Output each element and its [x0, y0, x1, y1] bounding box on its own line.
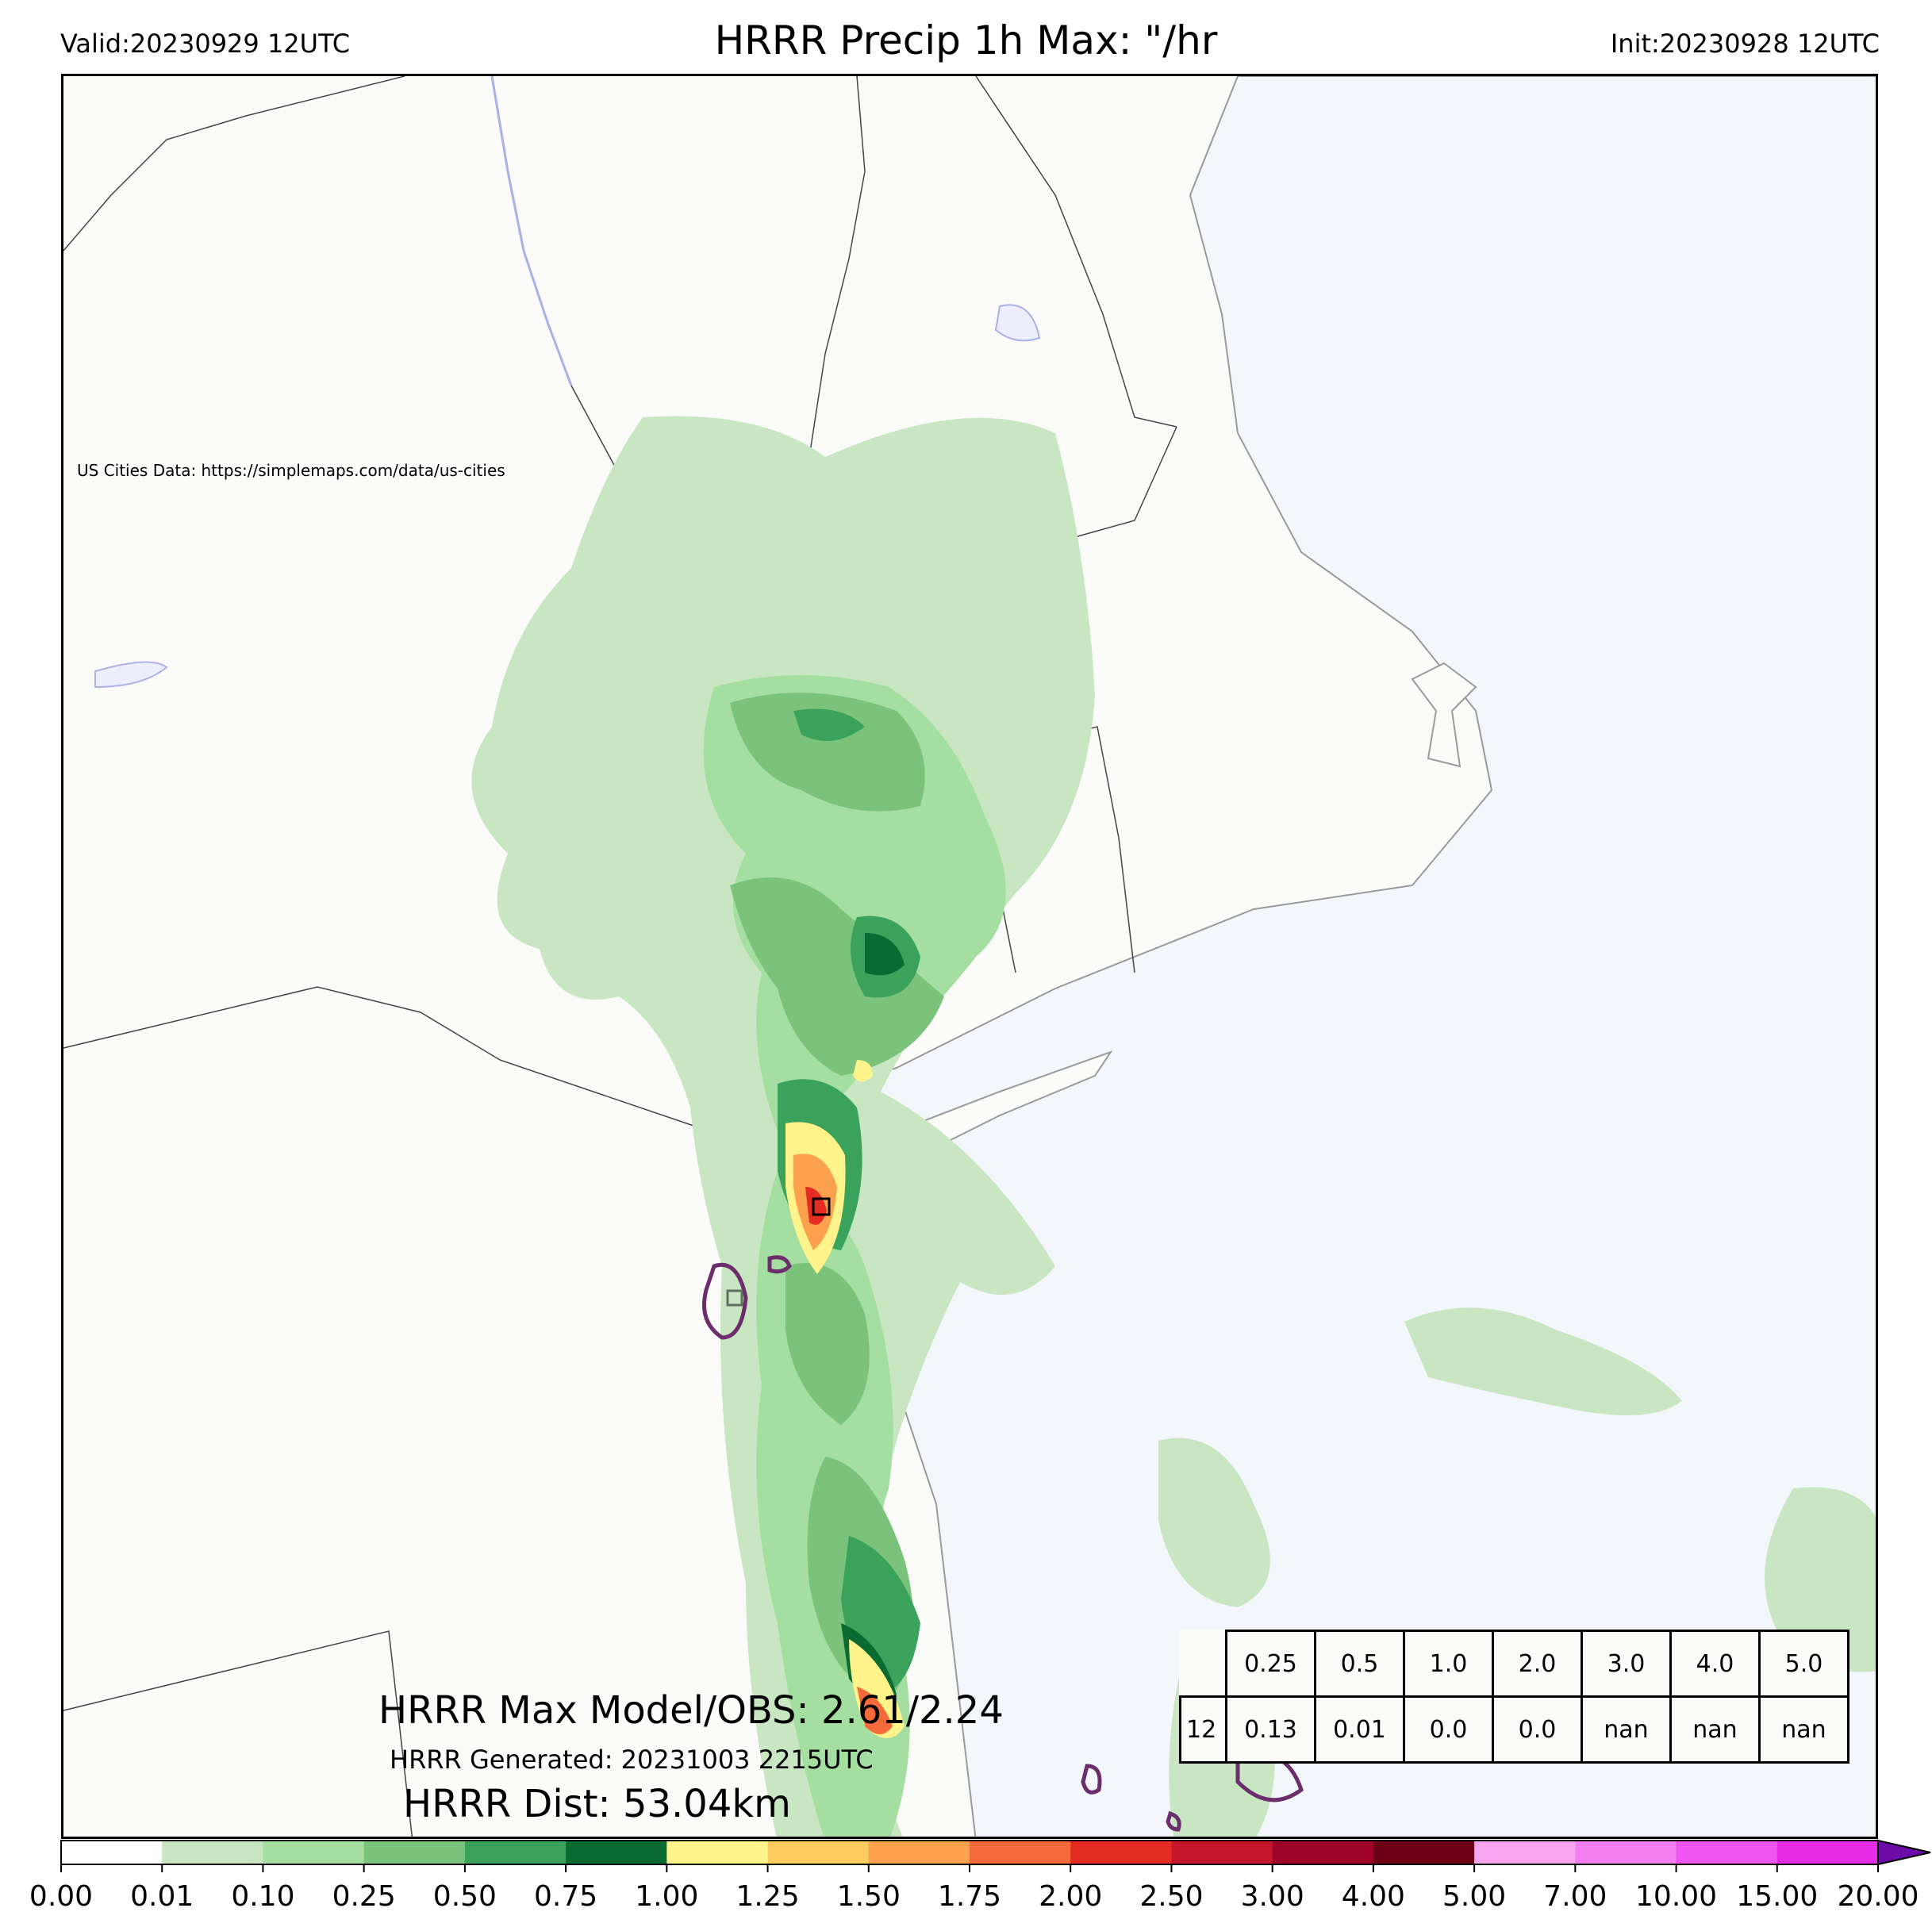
river — [490, 76, 573, 386]
colorbar-tick-label: 15.00 — [1736, 1880, 1819, 1913]
precip-150 — [857, 1687, 893, 1734]
colorbar-tick-label: 0.25 — [332, 1880, 396, 1913]
valid-time-label: Valid:20230929 12UTC — [60, 29, 351, 59]
colorbar-segment — [1676, 1841, 1778, 1864]
colorbar-segment — [1070, 1841, 1172, 1864]
obs-contour — [1081, 1764, 1102, 1795]
colorbar-segment — [666, 1841, 769, 1864]
precip-100 — [853, 1060, 873, 1082]
colorbar-segment — [1776, 1841, 1879, 1864]
table-header-cell: 5.0 — [1758, 1630, 1849, 1698]
obs-contour — [1166, 1810, 1181, 1832]
colorbar-segment — [263, 1841, 365, 1864]
colorbar-segment — [1272, 1841, 1374, 1864]
precip-025 — [730, 877, 944, 1076]
table-cell: nan — [1669, 1695, 1761, 1764]
table-header-cell: 0.5 — [1314, 1630, 1405, 1698]
lake — [994, 304, 1041, 342]
generated-label: HRRR Generated: 20231003 2215UTC — [390, 1745, 874, 1775]
data-credit: US Cities Data: https://simplemaps.com/d… — [77, 461, 505, 480]
table-row-label: 12 — [1179, 1695, 1227, 1764]
obs-contour — [702, 1263, 748, 1340]
colorbar-tick-label: 0.10 — [231, 1880, 295, 1913]
table-corner — [1181, 1631, 1227, 1697]
colorbar-tick-label: 0.00 — [29, 1880, 94, 1913]
precip-001 — [1765, 1487, 1876, 1672]
table-cell: 0.0 — [1403, 1695, 1494, 1764]
max-obs-marker — [726, 1289, 743, 1307]
lake — [94, 661, 168, 689]
table-cell: nan — [1758, 1695, 1849, 1764]
plot-title: HRRR Precip 1h Max: "/hr — [714, 17, 1218, 63]
colorbar-tick-label: 0.01 — [130, 1880, 194, 1913]
table-header-cell: 2.0 — [1492, 1630, 1583, 1698]
state-border — [63, 76, 405, 251]
precip-025 — [785, 1263, 870, 1425]
colorbar-tick-label: 20.00 — [1837, 1880, 1919, 1913]
colorbar-tick-label: 2.50 — [1139, 1880, 1204, 1913]
colorbar-tick-label: 4.00 — [1341, 1880, 1405, 1913]
colorbar-tick-label: 1.00 — [635, 1880, 699, 1913]
colorbar-segment — [162, 1841, 263, 1864]
table-cell: nan — [1581, 1695, 1672, 1764]
table-header-cell: 0.25 — [1225, 1630, 1316, 1698]
table-row: 12 0.13 0.01 0.0 0.0 nan nan nan — [1179, 1695, 1849, 1764]
state-border — [975, 76, 1177, 428]
colorbar-segment — [868, 1841, 970, 1864]
max-model-marker — [812, 1197, 831, 1216]
precip-050 — [793, 708, 865, 741]
table-cell: 0.13 — [1225, 1695, 1316, 1764]
init-time-label: Init:20230928 12UTC — [1610, 29, 1880, 59]
colorbar-tick-label: 0.50 — [432, 1880, 497, 1913]
colorbar-tick-label: 10.00 — [1635, 1880, 1718, 1913]
precip-025 — [730, 693, 925, 812]
basemap — [63, 76, 1876, 1837]
precip-001 — [1158, 1438, 1270, 1607]
max-model-obs-label: HRRR Max Model/OBS: 2.61/2.24 — [378, 1688, 1004, 1733]
colorbar-segment — [767, 1841, 870, 1864]
table-header-row: 0.25 0.5 1.0 2.0 3.0 4.0 5.0 — [1181, 1630, 1849, 1698]
colorbar-segment — [1575, 1841, 1677, 1864]
state-border — [63, 1630, 413, 1837]
colorbar-extend-arrow — [1877, 1839, 1931, 1866]
colorbar-segment — [1171, 1841, 1273, 1864]
colorbar-segment — [1474, 1841, 1576, 1864]
distance-label: HRRR Dist: 53.04km — [403, 1782, 791, 1826]
precip-001 — [1404, 1307, 1682, 1415]
colorbar-tick-label: 0.75 — [534, 1880, 598, 1913]
precip-010 — [703, 675, 1006, 1131]
precip-075 — [865, 933, 905, 976]
colorbar-tick-label: 2.00 — [1039, 1880, 1103, 1913]
colorbar-segment — [464, 1841, 567, 1864]
obs-contour — [767, 1255, 792, 1274]
colorbar-segment — [1373, 1841, 1475, 1864]
threshold-table: 0.25 0.5 1.0 2.0 3.0 4.0 5.0 12 0.13 0.0… — [1179, 1630, 1849, 1764]
colorbar-segment — [61, 1841, 163, 1864]
cape-cod — [1411, 662, 1477, 768]
map-panel[interactable]: US Cities Data: https://simplemaps.com/d… — [61, 74, 1878, 1839]
colorbar — [60, 1839, 1931, 1872]
colorbar-tick-label: 7.00 — [1543, 1880, 1607, 1913]
state-border — [63, 986, 699, 1128]
table-header-cell: 1.0 — [1403, 1630, 1494, 1698]
precip-field — [471, 416, 1876, 1837]
colorbar-segment — [970, 1841, 1071, 1864]
colorbar-tick-label: 1.75 — [937, 1880, 1002, 1913]
table-cell: 0.01 — [1314, 1695, 1405, 1764]
table-cell: 0.0 — [1492, 1695, 1583, 1764]
colorbar-segment — [566, 1841, 667, 1864]
table-header-cell: 3.0 — [1581, 1630, 1672, 1698]
colorbar-tick-label: 3.00 — [1240, 1880, 1304, 1913]
colorbar-segment — [363, 1841, 466, 1864]
colorbar-tick-label: 5.00 — [1442, 1880, 1507, 1913]
colorbar-tick-label: 1.25 — [736, 1880, 800, 1913]
colorbar-tick-label: 1.50 — [836, 1880, 901, 1913]
table-header-cell: 4.0 — [1669, 1630, 1761, 1698]
